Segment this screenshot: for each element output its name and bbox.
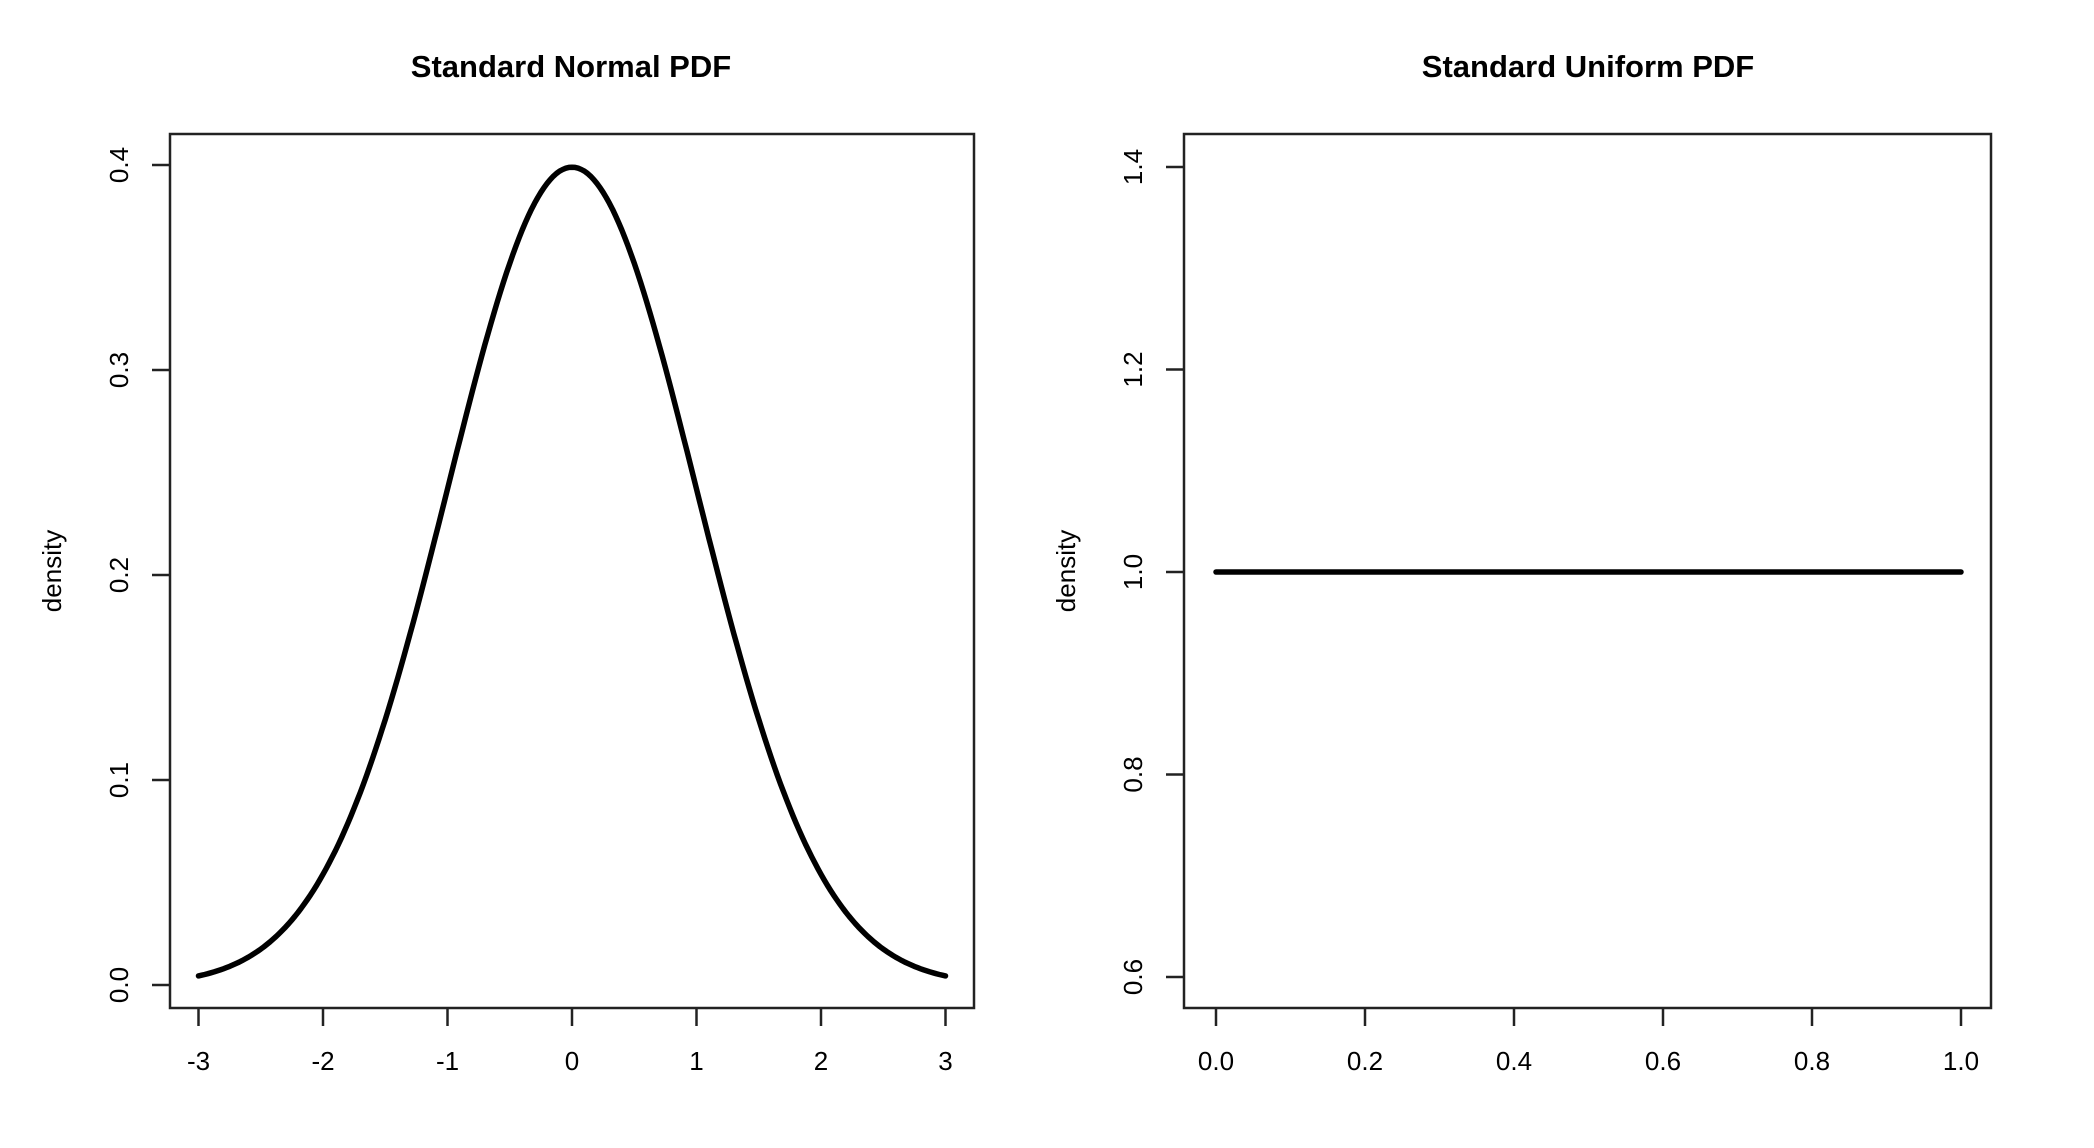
x-tick-label: 0 [565, 1046, 579, 1076]
chart-title: Standard Uniform PDF [1422, 49, 1754, 84]
x-tick-label: 1 [689, 1046, 703, 1076]
y-tick-label: 1.0 [1118, 554, 1148, 590]
x-tick-label: 0.6 [1645, 1046, 1681, 1076]
chart-normal-pdf: Standard Normal PDF -3 -2 -1 0 1 2 3 0.0 0.1 0.2… [37, 49, 976, 1076]
x-tick-label: 0.8 [1794, 1046, 1830, 1076]
x-tick-label: 0.0 [1198, 1046, 1234, 1076]
y-axis: 0.6 0.8 1.0 1.2 1.4 [1118, 149, 1184, 995]
x-tick-label: -1 [436, 1046, 459, 1076]
y-tick-label: 0.6 [1118, 959, 1148, 995]
y-tick-label: 0.3 [104, 352, 134, 388]
x-tick-label: 2 [814, 1046, 828, 1076]
x-axis: 0.0 0.2 0.4 0.6 0.8 1.0 [1198, 1008, 1979, 1076]
x-axis: -3 -2 -1 0 1 2 3 [187, 1008, 953, 1076]
chart-uniform-pdf: Standard Uniform PDF 0.0 0.2 0.4 0.6 0.8 1.0 … [1051, 49, 1993, 1076]
x-tick-label: 3 [938, 1046, 952, 1076]
y-axis-label: density [1051, 530, 1081, 612]
x-tick-label: 1.0 [1943, 1046, 1979, 1076]
x-tick-label: 0.4 [1496, 1046, 1532, 1076]
x-tick-label: -3 [187, 1046, 210, 1076]
y-tick-label: 0.2 [104, 557, 134, 593]
y-axis: 0.0 0.1 0.2 0.3 0.4 [104, 147, 170, 1003]
y-axis-label: density [37, 530, 67, 612]
y-tick-label: 0.0 [104, 967, 134, 1003]
y-tick-label: 1.4 [1118, 149, 1148, 185]
normal-density-curve [195, 164, 949, 979]
x-tick-label: 0.2 [1347, 1046, 1383, 1076]
y-tick-label: 1.2 [1118, 351, 1148, 387]
y-tick-label: 0.1 [104, 762, 134, 798]
chart-title: Standard Normal PDF [411, 49, 731, 84]
y-tick-label: 0.4 [104, 147, 134, 183]
y-tick-label: 0.8 [1118, 756, 1148, 792]
plot-frame [168, 132, 976, 1010]
x-tick-label: -2 [311, 1046, 334, 1076]
